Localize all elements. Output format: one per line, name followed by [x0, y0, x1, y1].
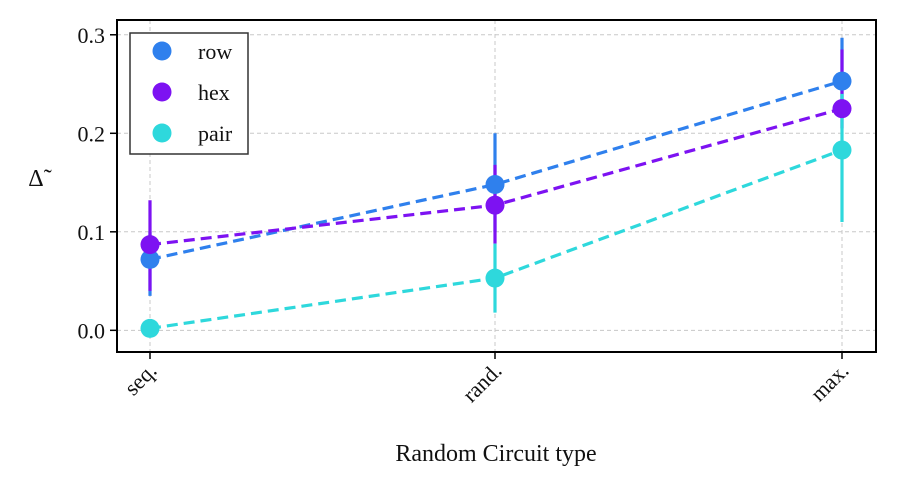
- y-tick-label: 0.0: [78, 318, 106, 343]
- y-tick-label: 0.2: [78, 121, 106, 146]
- x-tick-label: seq.: [119, 358, 161, 400]
- data-point-pair: [485, 268, 505, 288]
- legend: row hex pair: [129, 32, 249, 155]
- legend-marker-pair: [152, 123, 172, 143]
- y-axis-label: Δ̃: [28, 166, 51, 192]
- legend-box: [129, 32, 249, 155]
- data-point-pair: [832, 140, 852, 160]
- data-point-row: [832, 71, 852, 91]
- data-point-row: [140, 249, 160, 269]
- y-tick-label: 0.1: [78, 220, 106, 245]
- legend-marker-hex: [152, 82, 172, 102]
- data-point-pair: [140, 318, 160, 338]
- series-layer: [140, 37, 852, 338]
- x-axis: seq. rand. max.: [119, 352, 854, 407]
- legend-label-hex: hex: [198, 80, 230, 105]
- data-point-row: [485, 175, 505, 195]
- legend-label-pair: pair: [198, 121, 233, 146]
- x-axis-label: Random Circuit type: [395, 441, 596, 467]
- data-point-hex: [140, 235, 160, 255]
- data-point-hex: [485, 195, 505, 215]
- data-point-hex: [832, 99, 852, 119]
- plot-frame: [116, 19, 877, 353]
- y-axis: 0.0 0.1 0.2 0.3: [78, 23, 117, 343]
- legend-label-row: row: [198, 39, 232, 64]
- y-tick-label: 0.3: [78, 23, 106, 48]
- x-tick-label: max.: [805, 358, 853, 406]
- x-tick-label: rand.: [457, 358, 506, 407]
- legend-marker-row: [152, 41, 172, 61]
